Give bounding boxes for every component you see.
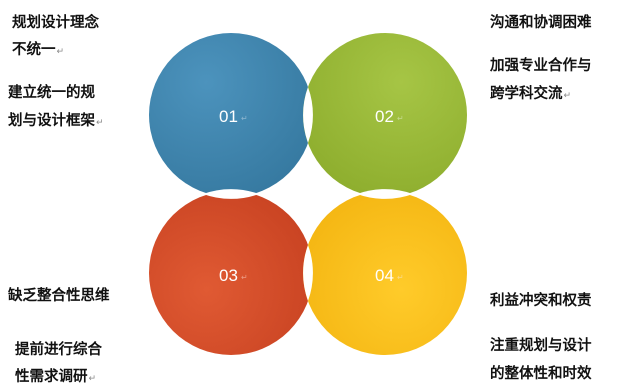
number-mark-01: ↵ [241, 114, 248, 123]
tr-solution-line2: 跨学科交流↵ [490, 86, 572, 102]
tl-solution-line1: 建立统一的规 [8, 85, 95, 101]
overlap-top [303, 87, 313, 143]
overlap-bottom [303, 245, 313, 301]
circle-04 [303, 191, 467, 355]
circle-03-number: 03 [219, 266, 238, 285]
overlap-right [357, 189, 413, 199]
br-problem: 利益冲突和权责 [490, 293, 592, 309]
tl-problem-line1: 规划设计理念 [12, 15, 99, 31]
number-mark-04: ↵ [397, 273, 404, 282]
number-mark-02: ↵ [397, 114, 404, 123]
circle-02-number: 02 [375, 107, 394, 126]
circle-02 [303, 33, 467, 197]
br-solution-line1: 注重规划与设计 [490, 338, 592, 354]
circle-01-number: 01 [219, 107, 238, 126]
br-solution-line2: 的整体性和时效 [490, 366, 592, 382]
number-mark-03: ↵ [241, 273, 248, 282]
tl-solution-line2: 划与设计框架↵ [8, 113, 104, 129]
bl-problem: 缺乏整合性思维 [8, 288, 110, 304]
bl-solution-line1: 提前进行综合 [15, 342, 102, 358]
overlap-left [203, 189, 259, 199]
circle-04-number: 04 [375, 266, 394, 285]
circle-01 [149, 33, 313, 197]
tr-solution-line1: 加强专业合作与 [490, 58, 592, 74]
tl-problem-line2: 不统一↵ [12, 42, 65, 58]
tr-problem: 沟通和协调困难 [490, 15, 592, 31]
bl-solution-line2: 性需求调研↵ [15, 369, 97, 385]
circle-03 [149, 191, 313, 355]
